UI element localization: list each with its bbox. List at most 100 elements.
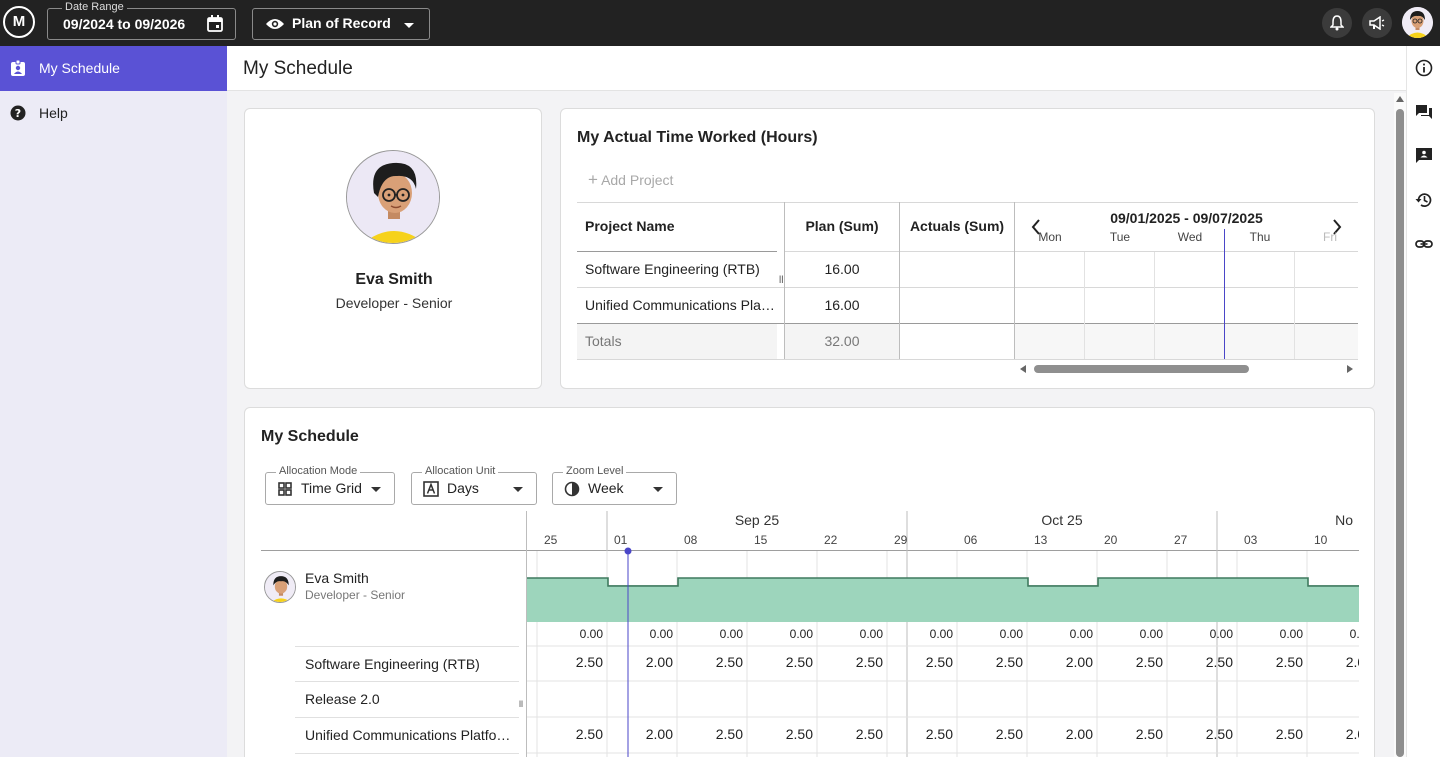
allocation-value: 2.50 bbox=[576, 726, 603, 742]
day-mon: Mon bbox=[1038, 230, 1062, 244]
scrollbar-thumb[interactable] bbox=[1396, 109, 1404, 757]
col-actuals-sum[interactable]: Actuals (Sum) bbox=[909, 218, 1005, 234]
chat-icon[interactable] bbox=[1415, 103, 1433, 121]
allocation-value: 2.50 bbox=[996, 654, 1023, 670]
zoom-level-value: Week bbox=[588, 480, 624, 496]
table-row-plan: 16.00 bbox=[824, 297, 860, 313]
col-project-name[interactable]: Project Name bbox=[585, 218, 675, 234]
eye-icon bbox=[266, 19, 284, 29]
scroll-left-icon[interactable] bbox=[1020, 365, 1026, 373]
week-label: 10 bbox=[1314, 533, 1328, 547]
allocation-value: 2.50 bbox=[1206, 726, 1233, 742]
allocation-value: 2.50 bbox=[1276, 654, 1303, 670]
sidebar-item-my-schedule[interactable]: My Schedule bbox=[0, 46, 227, 91]
plan-selector[interactable]: Plan of Record bbox=[252, 8, 430, 40]
allocation-value: 2.50 bbox=[576, 654, 603, 670]
month-label: Oct 25 bbox=[1041, 512, 1082, 528]
week-label: 03 bbox=[1244, 533, 1258, 547]
timeline-chart: Sep 25 Oct 25 No 25 01 08 15 22 29 06 13 20 27 03 10 0.… bbox=[527, 511, 1359, 757]
day-tue: Tue bbox=[1109, 230, 1131, 244]
allocation-unit-select[interactable]: Allocation Unit Days bbox=[411, 465, 537, 505]
allocation-value: 2.00 bbox=[1346, 654, 1359, 670]
allocation-value: 2.50 bbox=[786, 654, 813, 670]
actual-time-title: My Actual Time Worked (Hours) bbox=[577, 129, 818, 146]
table-row-project: Unified Communications Pla… bbox=[585, 297, 775, 313]
add-project-button[interactable]: + Add Project bbox=[588, 170, 673, 190]
allocation-value: 2.50 bbox=[856, 726, 883, 742]
chevron-down-icon bbox=[404, 23, 414, 28]
horizontal-scrollbar-thumb[interactable] bbox=[1034, 365, 1249, 373]
project-row-label[interactable]: Release 2.0 bbox=[305, 691, 380, 707]
sidebar-item-help[interactable]: ? Help bbox=[0, 91, 227, 136]
grid-icon bbox=[278, 482, 292, 496]
actual-time-card: My Actual Time Worked (Hours) + Add Proj… bbox=[560, 108, 1375, 389]
week-range: 09/01/2025 - 09/07/2025 bbox=[1110, 210, 1263, 226]
scroll-up-icon[interactable] bbox=[1396, 96, 1404, 102]
total-value: 0.00 bbox=[1070, 627, 1094, 641]
total-value: 0.00 bbox=[580, 627, 604, 641]
profile-role: Developer - Senior bbox=[335, 295, 453, 311]
total-value: 0.00 bbox=[650, 627, 674, 641]
chevron-right-icon[interactable] bbox=[1332, 219, 1342, 235]
day-thu: Thu bbox=[1249, 230, 1271, 244]
week-label: 20 bbox=[1104, 533, 1118, 547]
add-project-label: Add Project bbox=[601, 172, 674, 188]
sidebar: My Schedule ? Help bbox=[0, 46, 227, 757]
sidebar-item-label: Help bbox=[39, 105, 68, 121]
week-label: 06 bbox=[964, 533, 978, 547]
schedule-card: My Schedule Allocation Mode Time Grid Al… bbox=[244, 407, 1375, 757]
plus-icon: + bbox=[588, 170, 598, 189]
page-title: My Schedule bbox=[243, 58, 353, 79]
scroll-right-icon[interactable] bbox=[1347, 365, 1353, 373]
allocation-mode-select[interactable]: Allocation Mode Time Grid bbox=[265, 465, 395, 505]
schedule-title: My Schedule bbox=[261, 428, 359, 445]
allocation-value: 2.50 bbox=[716, 726, 743, 742]
page-scrollbar[interactable] bbox=[1394, 93, 1406, 757]
allocation-value: 2.00 bbox=[1346, 726, 1359, 742]
allocation-value: 2.50 bbox=[926, 654, 953, 670]
total-value: 0.00 bbox=[860, 627, 884, 641]
allocation-value: 2.00 bbox=[1066, 654, 1093, 670]
link-icon[interactable] bbox=[1415, 235, 1433, 253]
megaphone-icon bbox=[1369, 16, 1385, 30]
chevron-left-icon[interactable] bbox=[1031, 219, 1041, 235]
avatar bbox=[264, 571, 296, 603]
announcements-button[interactable] bbox=[1362, 8, 1392, 38]
total-value: 0.00 bbox=[1140, 627, 1164, 641]
bell-icon bbox=[1330, 15, 1344, 31]
notifications-button[interactable] bbox=[1322, 8, 1352, 38]
contact-message-icon[interactable] bbox=[1415, 146, 1433, 164]
allocation-value: 2.00 bbox=[646, 726, 673, 742]
info-icon[interactable] bbox=[1415, 59, 1433, 77]
allocation-value: 2.00 bbox=[1066, 726, 1093, 742]
total-value: 0.00 bbox=[720, 627, 744, 641]
top-bar: M Date Range 09/2024 to 09/2026 Plan of … bbox=[0, 0, 1440, 46]
capacity-line bbox=[527, 577, 1359, 587]
project-row-label[interactable]: Unified Communications Platfo… bbox=[305, 727, 511, 743]
profile-card: Eva Smith Developer - Senior bbox=[244, 108, 542, 389]
date-range-label: Date Range bbox=[62, 1, 127, 14]
project-row-label[interactable]: Software Engineering (RTB) bbox=[305, 656, 480, 672]
allocation-value: 2.50 bbox=[1136, 726, 1163, 742]
total-value: 0.00 bbox=[1280, 627, 1304, 641]
history-icon[interactable] bbox=[1415, 191, 1433, 209]
day-wed: Wed bbox=[1177, 230, 1203, 244]
totals-plan: 32.00 bbox=[824, 333, 860, 349]
table-row-plan: 16.00 bbox=[824, 261, 860, 277]
date-range-picker[interactable]: Date Range 09/2024 to 09/2026 bbox=[47, 1, 236, 40]
app-logo[interactable]: M bbox=[3, 6, 35, 38]
allocation-mode-value: Time Grid bbox=[301, 480, 362, 496]
week-label: 25 bbox=[544, 533, 558, 547]
allocation-unit-label: Allocation Unit bbox=[422, 465, 499, 478]
zoom-level-select[interactable]: Zoom Level Week bbox=[552, 465, 677, 505]
chevron-down-icon bbox=[513, 487, 523, 492]
person-name[interactable]: Eva Smith bbox=[305, 570, 369, 586]
col-plan-sum[interactable]: Plan (Sum) bbox=[805, 218, 879, 234]
calendar-icon[interactable] bbox=[207, 15, 223, 32]
schedule-grid: Eva Smith Developer - Senior Software En… bbox=[261, 511, 1359, 757]
user-avatar[interactable] bbox=[1402, 7, 1433, 38]
allocation-mode-label: Allocation Mode bbox=[276, 465, 361, 478]
right-rail bbox=[1406, 46, 1440, 757]
date-range-value: 09/2024 to 09/2026 bbox=[63, 16, 186, 32]
week-label: 27 bbox=[1174, 533, 1188, 547]
